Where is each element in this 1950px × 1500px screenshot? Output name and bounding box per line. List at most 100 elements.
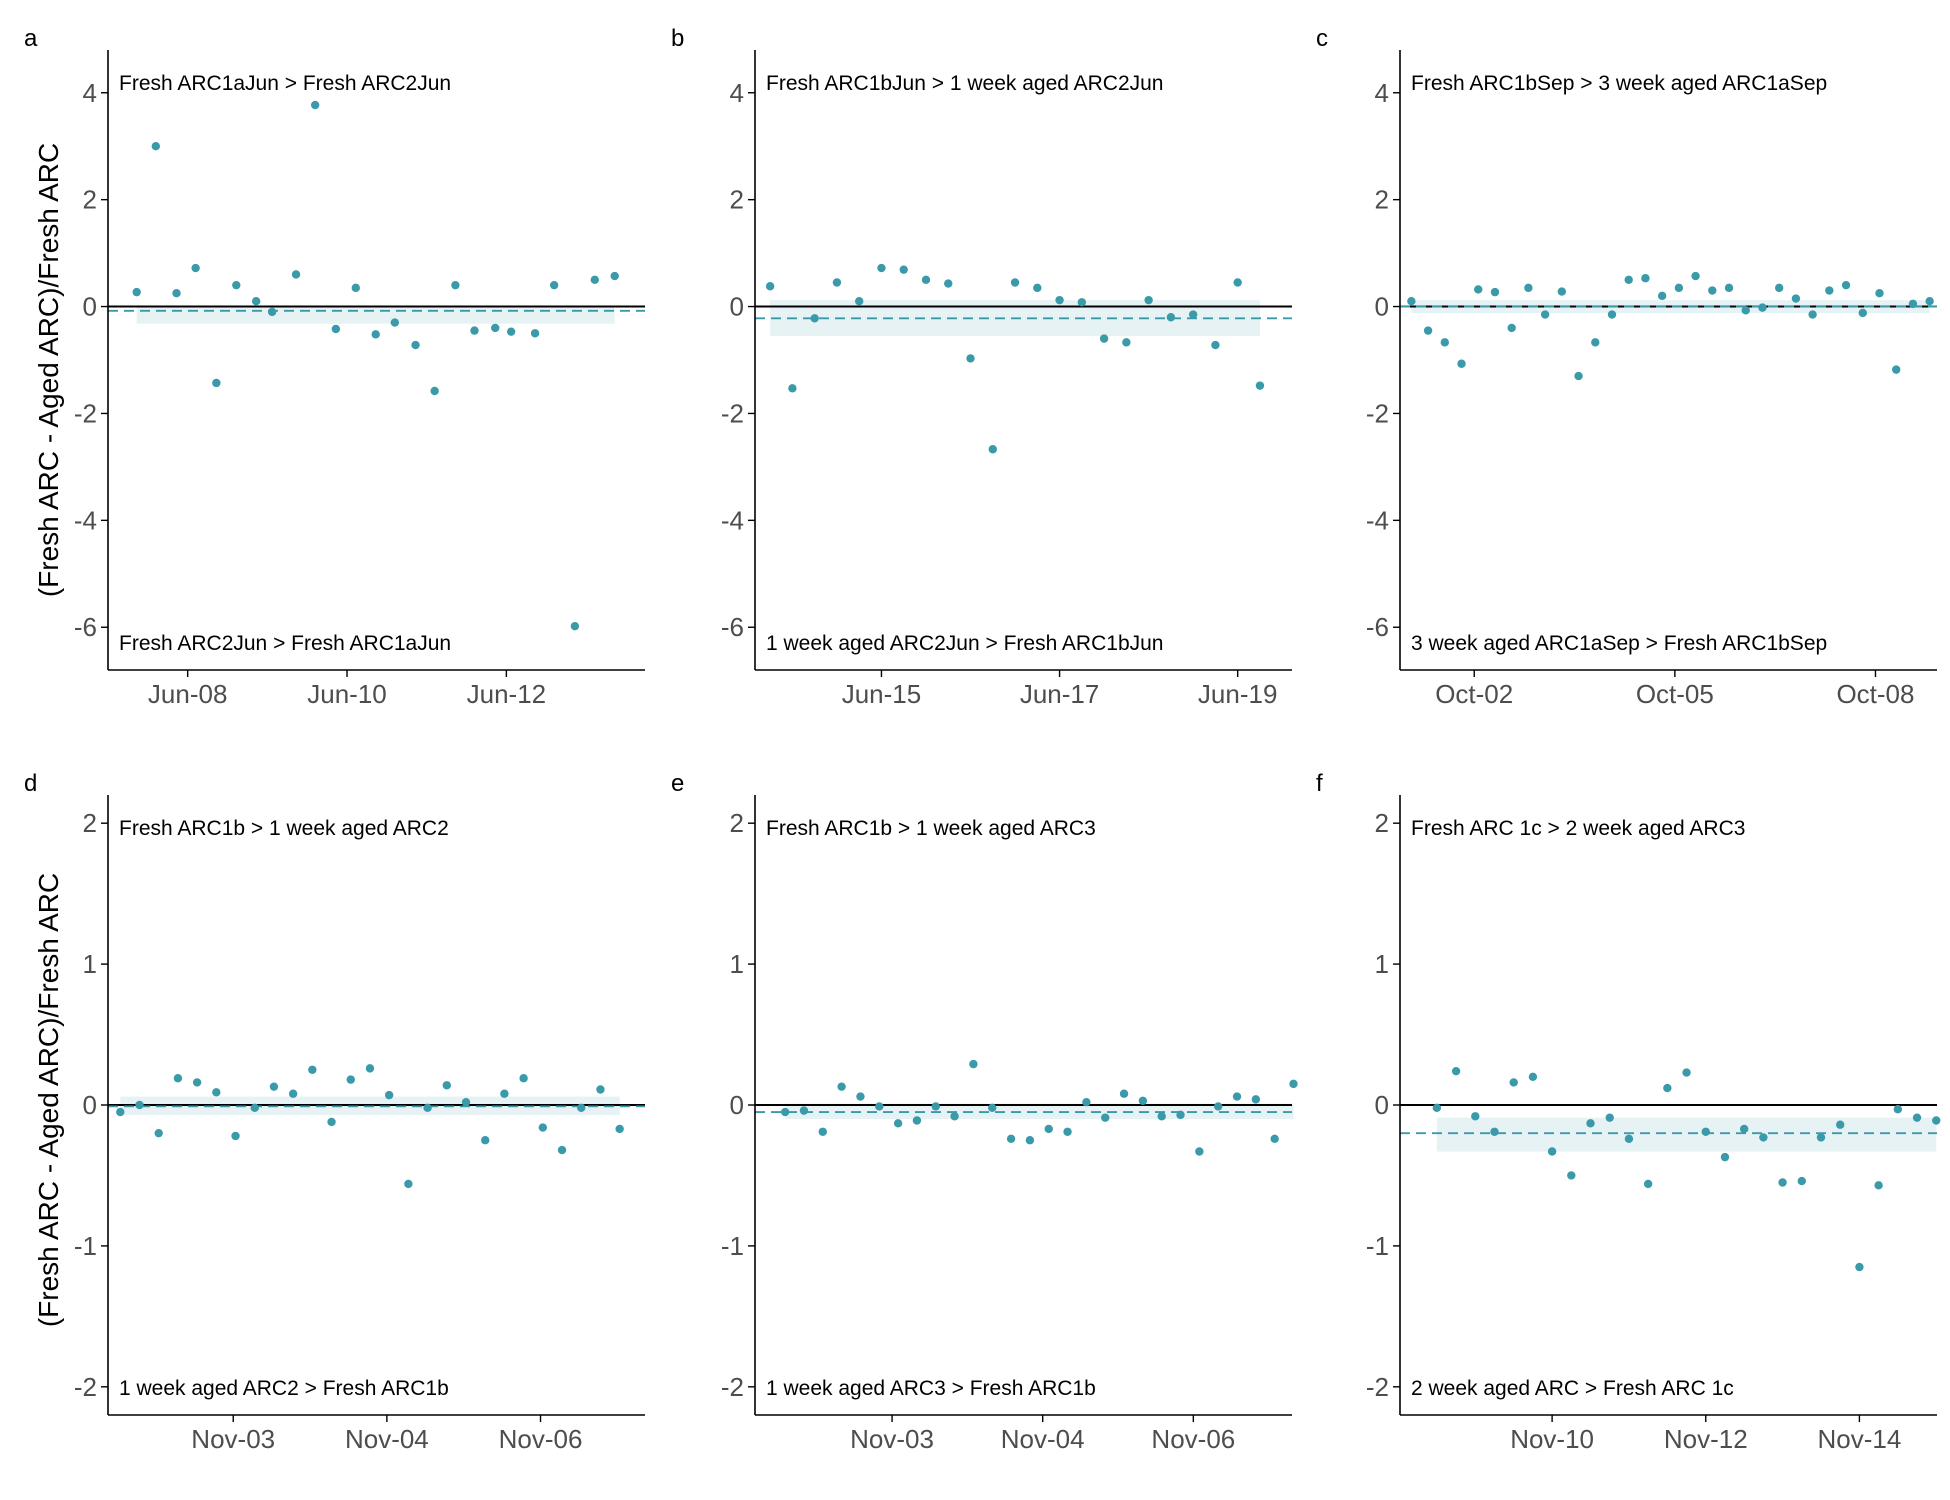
panel-d: d 2 1 0 -1 -2 Nov-03 Nov-04 Nov-06 Fresh ARC1b > … bbox=[24, 770, 645, 1454]
annotation-top: Fresh ARC1b > 1 week aged ARC3 bbox=[766, 817, 1096, 840]
data-point bbox=[1255, 381, 1265, 390]
data-point bbox=[944, 279, 953, 288]
data-point bbox=[1774, 283, 1784, 293]
annotation-bottom: 2 week aged ARC > Fresh ARC 1c bbox=[1411, 1377, 1734, 1400]
x-tick-label: Jun-10 bbox=[307, 679, 387, 709]
confidence-ribbon bbox=[1436, 1117, 1937, 1152]
data-point bbox=[969, 1059, 978, 1069]
data-point bbox=[172, 288, 181, 298]
annotation-top: Fresh ARC1bJun > 1 week aged ARC2Jun bbox=[766, 72, 1163, 95]
y-tick-label: -2 bbox=[74, 1372, 97, 1402]
data-point bbox=[423, 1103, 432, 1113]
data-point bbox=[1641, 274, 1650, 283]
data-point bbox=[327, 1117, 336, 1127]
data-point bbox=[837, 1082, 846, 1091]
data-point bbox=[1451, 1066, 1461, 1076]
confidence-ribbon bbox=[785, 1103, 1294, 1120]
panel-e: e 2 1 0 -1 -2 Nov-03 Nov-04 Nov-06 Fresh ARC1b > … bbox=[671, 770, 1298, 1454]
data-point bbox=[1233, 278, 1242, 287]
data-point bbox=[610, 271, 619, 281]
data-point bbox=[1836, 1120, 1845, 1129]
data-point bbox=[1119, 1089, 1129, 1098]
data-point bbox=[491, 323, 500, 333]
data-point bbox=[212, 378, 221, 388]
data-point bbox=[1528, 1072, 1538, 1082]
data-point bbox=[371, 330, 380, 339]
data-point bbox=[530, 329, 540, 338]
data-point bbox=[1874, 1181, 1883, 1190]
data-point bbox=[818, 1127, 827, 1136]
y-tick-label: 2 bbox=[83, 185, 97, 215]
data-point bbox=[1892, 365, 1901, 374]
data-point bbox=[950, 1112, 959, 1121]
data-point bbox=[310, 100, 320, 110]
confidence-ribbon bbox=[136, 305, 615, 324]
data-point bbox=[331, 324, 341, 334]
y-tick-label: 0 bbox=[730, 292, 744, 322]
y-axis-title-top: (Fresh ARC - Aged ARC)/Fresh ARC bbox=[33, 143, 64, 597]
data-point bbox=[1540, 310, 1550, 319]
data-point bbox=[549, 280, 559, 290]
data-point bbox=[1663, 1083, 1672, 1093]
annotation-top: Fresh ARC1b > 1 week aged ARC2 bbox=[119, 817, 449, 840]
data-point bbox=[966, 354, 975, 363]
data-point bbox=[1674, 283, 1684, 293]
y-tick-label: 0 bbox=[1375, 1090, 1389, 1120]
data-point bbox=[1607, 310, 1617, 319]
panel-a: a 4 2 0 -2 -4 -6 Jun-08 Jun-10 Jun-12 Fresh ARC1aJ… bbox=[24, 25, 645, 709]
data-point bbox=[1701, 1127, 1710, 1136]
data-point bbox=[1739, 1124, 1749, 1134]
data-point bbox=[1507, 323, 1516, 333]
data-point bbox=[1471, 1112, 1480, 1121]
y-tick-label: -4 bbox=[721, 505, 744, 535]
data-point bbox=[1932, 1116, 1941, 1125]
data-point bbox=[1138, 1096, 1148, 1105]
panel-f: f 2 1 0 -1 -2 Nov-10 Nov-12 Nov-14 Fresh ARC 1c >… bbox=[1316, 770, 1941, 1454]
y-tick-label: 1 bbox=[83, 949, 97, 979]
data-point bbox=[988, 445, 997, 454]
data-point bbox=[451, 280, 460, 290]
data-point bbox=[1708, 286, 1717, 295]
y-tick-label: 4 bbox=[1375, 78, 1389, 108]
y-tick-label: 0 bbox=[1375, 292, 1389, 322]
x-tick-label: Nov-04 bbox=[1001, 1424, 1085, 1454]
data-point bbox=[404, 1179, 413, 1189]
data-point bbox=[1144, 295, 1153, 305]
x-tick-label: Nov-12 bbox=[1664, 1424, 1748, 1454]
data-point bbox=[1457, 359, 1466, 368]
data-point bbox=[596, 1085, 605, 1094]
data-point bbox=[1082, 1097, 1091, 1107]
data-point bbox=[1759, 1133, 1768, 1142]
data-point bbox=[1624, 275, 1633, 285]
data-point bbox=[1841, 280, 1851, 290]
data-point bbox=[1157, 1112, 1166, 1121]
x-tick-label: Nov-06 bbox=[1151, 1424, 1235, 1454]
data-point bbox=[1524, 283, 1533, 293]
data-point bbox=[1691, 271, 1700, 281]
x-tick-label: Nov-04 bbox=[345, 1424, 429, 1454]
data-point bbox=[461, 1097, 471, 1107]
x-tick-label: Jun-12 bbox=[467, 679, 547, 709]
data-point bbox=[577, 1103, 586, 1113]
data-point bbox=[1251, 1095, 1261, 1104]
y-tick-label: 2 bbox=[1375, 185, 1389, 215]
y-tick-label: -2 bbox=[721, 398, 744, 428]
panels: a 4 2 0 -2 -4 -6 Jun-08 Jun-10 Jun-12 Fresh ARC1aJ… bbox=[24, 25, 1941, 1454]
data-point bbox=[1643, 1179, 1653, 1189]
data-point bbox=[899, 265, 908, 274]
data-point bbox=[988, 1103, 997, 1113]
x-tick-label: Oct-05 bbox=[1636, 679, 1714, 709]
data-point bbox=[1567, 1171, 1576, 1180]
data-point bbox=[291, 270, 301, 279]
panel-letter: d bbox=[24, 770, 37, 797]
y-tick-label: 1 bbox=[730, 949, 744, 979]
data-point bbox=[1033, 283, 1042, 293]
data-point bbox=[1490, 287, 1500, 297]
data-point bbox=[154, 1128, 163, 1138]
data-point bbox=[1557, 287, 1567, 296]
data-point bbox=[346, 1075, 355, 1084]
y-axis-title-bottom: (Fresh ARC - Aged ARC)/Fresh ARC bbox=[33, 873, 64, 1327]
data-point bbox=[173, 1074, 183, 1083]
data-point bbox=[1423, 326, 1433, 335]
